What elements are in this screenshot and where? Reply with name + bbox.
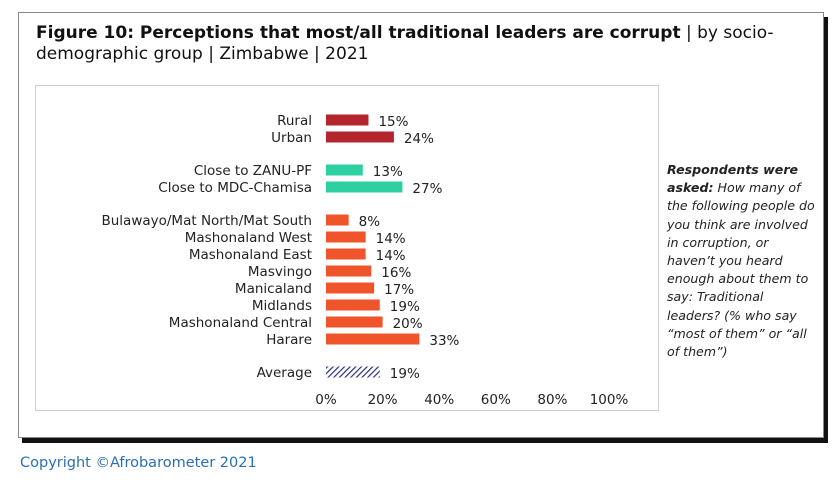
value-label: 16% — [381, 265, 411, 281]
value-label: 19% — [390, 366, 420, 382]
note-lead: Respondents were asked: — [667, 162, 799, 196]
value-label: 15% — [378, 114, 408, 130]
bar — [326, 265, 372, 277]
x-tick-label: 80% — [537, 392, 567, 408]
title-subtitle: | by socio-demographic group | Zimbabwe … — [36, 23, 774, 64]
copyright-text: Copyright ©Afrobarometer 2021 — [20, 455, 257, 471]
x-tick-label: 0% — [315, 392, 337, 408]
bar — [326, 231, 366, 243]
x-tick-label: 60% — [481, 392, 511, 408]
bar — [326, 366, 380, 378]
bar — [326, 333, 420, 345]
bar — [326, 282, 375, 294]
bar — [326, 299, 380, 311]
category-label: Close to ZANU-PF — [194, 163, 312, 179]
bar-chart: Rural 15% Urban 24% Close to ZANU-PF 13% Close… — [101, 113, 629, 408]
category-label: Urban — [271, 130, 312, 146]
value-label: 19% — [390, 299, 420, 315]
bar — [326, 181, 403, 193]
value-label: 20% — [393, 316, 423, 332]
category-label: Average — [257, 365, 312, 381]
category-label: Mashonaland Central — [169, 315, 312, 331]
x-tick-label: 100% — [590, 392, 629, 408]
bar — [326, 248, 366, 260]
figure-title: Figure 10: Perceptions that most/all tra… — [36, 23, 796, 65]
x-tick-label: 20% — [368, 392, 398, 408]
category-label: Bulawayo/Mat North/Mat South — [101, 213, 312, 229]
note-body: How many of the following people do you … — [667, 180, 815, 360]
value-label: 14% — [376, 248, 406, 264]
category-label: Mashonaland West — [185, 230, 312, 246]
category-label: Masvingo — [248, 264, 312, 280]
x-tick-label: 40% — [424, 392, 454, 408]
category-label: Close to MDC-Chamisa — [158, 180, 312, 196]
category-label: Harare — [266, 332, 312, 348]
question-note: Respondents were asked: How many of the … — [667, 161, 817, 361]
bar — [326, 131, 394, 143]
category-label: Mashonaland East — [189, 247, 312, 263]
value-label: 17% — [384, 282, 414, 298]
category-label: Rural — [277, 113, 312, 129]
bar — [326, 164, 363, 176]
value-label: 33% — [429, 333, 459, 349]
title-main: Figure 10: Perceptions that most/all tra… — [36, 23, 681, 43]
value-label: 13% — [373, 164, 403, 180]
bar — [326, 214, 349, 226]
category-label: Midlands — [252, 298, 312, 314]
value-label: 14% — [376, 231, 406, 247]
bar — [326, 316, 383, 328]
figure-card: Figure 10: Perceptions that most/all tra… — [18, 12, 824, 438]
category-label: Manicaland — [235, 281, 312, 297]
bar — [326, 114, 369, 126]
value-label: 8% — [359, 214, 381, 230]
value-label: 27% — [412, 181, 442, 197]
value-label: 24% — [404, 131, 434, 147]
chart-frame: Rural 15% Urban 24% Close to ZANU-PF 13% Close… — [35, 85, 659, 411]
